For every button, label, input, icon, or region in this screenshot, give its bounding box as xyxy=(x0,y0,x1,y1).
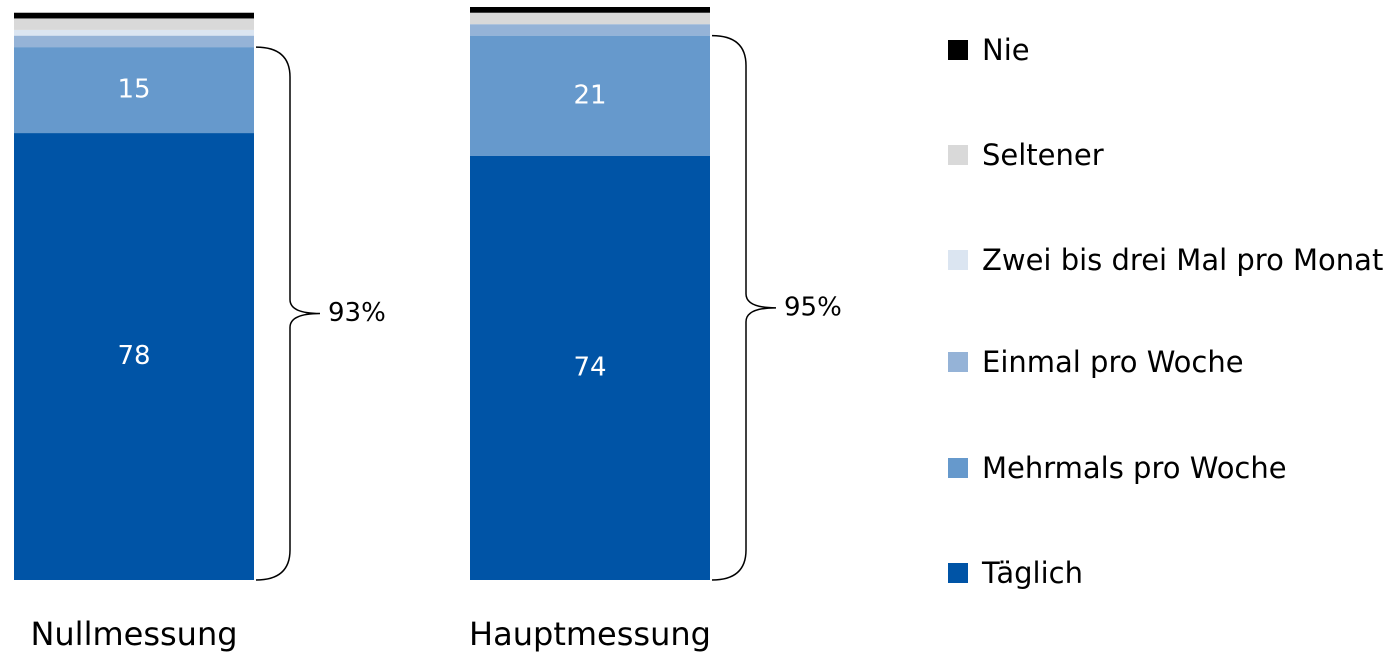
bar-segment xyxy=(470,35,710,156)
legend-item: Täglich xyxy=(948,555,1388,591)
legend-item: Nie xyxy=(948,32,1388,68)
legend-swatch xyxy=(948,145,968,165)
bar-segment xyxy=(14,47,254,134)
legend-item: Seltener xyxy=(948,137,1388,173)
brace xyxy=(255,46,321,581)
legend-swatch xyxy=(948,352,968,372)
bar-segment xyxy=(14,35,254,48)
data-label: 78 xyxy=(117,341,150,371)
bar-segment xyxy=(470,155,710,581)
legend-label: Seltener xyxy=(982,138,1104,172)
legend-label: Zwei bis drei Mal pro Monat xyxy=(982,243,1384,277)
brace xyxy=(711,34,777,581)
legend-swatch xyxy=(948,250,968,270)
legend-swatch xyxy=(948,40,968,60)
legend-swatch xyxy=(948,563,968,583)
data-label: 74 xyxy=(573,352,606,382)
legend-label: Täglich xyxy=(982,556,1083,590)
bar-segment xyxy=(14,12,254,19)
bar-segment xyxy=(470,7,710,13)
x-tick-label: Nullmessung xyxy=(30,615,237,653)
bar-segment xyxy=(14,29,254,36)
legend-item: Zwei bis drei Mal pro Monat xyxy=(948,242,1388,278)
legend-swatch xyxy=(948,458,968,478)
bar-segment xyxy=(470,24,710,36)
bar-segment xyxy=(14,18,254,30)
annotation: 95% xyxy=(784,292,842,322)
x-tick-label: Hauptmessung xyxy=(469,615,711,653)
annotation: 93% xyxy=(328,298,386,328)
data-label: 21 xyxy=(573,80,606,110)
legend-label: Einmal pro Woche xyxy=(982,345,1244,379)
bar-segment xyxy=(14,133,254,580)
legend-item: Einmal pro Woche xyxy=(948,344,1388,380)
legend-label: Mehrmals pro Woche xyxy=(982,451,1287,485)
legend-label: Nie xyxy=(982,33,1030,67)
data-label: 15 xyxy=(117,75,150,105)
legend-item: Mehrmals pro Woche xyxy=(948,450,1388,486)
bar-segment xyxy=(470,12,710,25)
